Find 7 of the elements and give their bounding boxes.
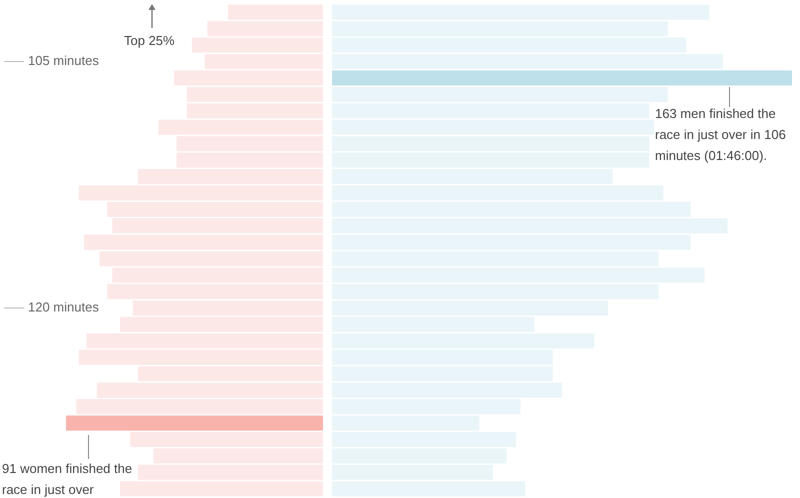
bar [332,70,792,86]
bar [66,415,323,431]
y-tick-label: 105 minutes [28,53,100,68]
y-tick-label: 120 minutes [28,300,100,315]
annotation: Top 25% [124,32,176,50]
annotation: 91 women finished the race in just over [2,460,134,498]
annotation: 163 men finished the race in just over in 106 minutes (01:46:00). [655,105,787,165]
